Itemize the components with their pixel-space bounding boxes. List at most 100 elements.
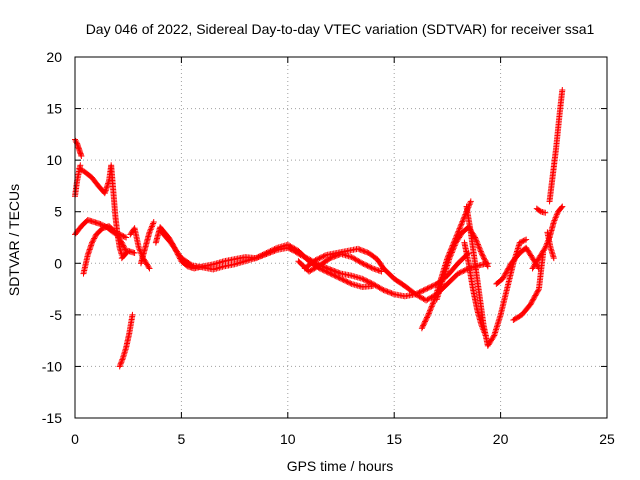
- data-point: [523, 236, 530, 243]
- data-point: [472, 234, 479, 241]
- data-point: [521, 237, 528, 244]
- data-point: [467, 199, 474, 206]
- data-point: [419, 323, 426, 330]
- data-point: [427, 306, 434, 313]
- data-point: [457, 222, 464, 229]
- data-point: [381, 287, 388, 294]
- data-point: [380, 287, 387, 294]
- data-point: [423, 315, 430, 322]
- data-point: [360, 247, 367, 254]
- data-point: [343, 278, 350, 285]
- data-point: [97, 221, 104, 228]
- data-point: [145, 264, 152, 271]
- data-point: [447, 253, 454, 260]
- data-point: [363, 277, 370, 284]
- data-point: [530, 295, 537, 302]
- data-point: [529, 297, 536, 304]
- data-point: [357, 246, 364, 253]
- data-point: [270, 246, 277, 253]
- grid: [75, 57, 607, 418]
- data-point: [429, 302, 436, 309]
- data-point: [119, 356, 126, 363]
- data-point: [446, 255, 453, 262]
- data-point: [424, 285, 431, 292]
- data-point: [324, 269, 331, 276]
- data-point: [357, 259, 364, 266]
- data-point: [518, 239, 525, 246]
- data-point: [550, 219, 557, 226]
- data-point: [528, 300, 535, 307]
- x-tick-label: 20: [493, 431, 509, 447]
- data-point: [482, 332, 489, 339]
- data-point: [334, 252, 341, 259]
- data-point: [450, 246, 457, 253]
- data-point: [326, 255, 333, 262]
- data-point: [331, 253, 338, 260]
- data-point: [367, 264, 374, 271]
- data-point: [476, 245, 483, 252]
- data-point: [312, 257, 319, 264]
- data-point: [378, 268, 385, 275]
- data-point: [256, 253, 263, 260]
- data-point: [558, 204, 565, 211]
- data-point: [428, 283, 435, 290]
- data-point: [359, 260, 366, 267]
- data-point: [340, 277, 347, 284]
- data-point: [506, 264, 513, 271]
- data-point: [475, 242, 482, 249]
- data-point: [467, 198, 474, 205]
- data-point: [477, 247, 484, 254]
- data-point: [534, 288, 541, 295]
- data-point: [268, 247, 275, 254]
- data-point: [479, 251, 486, 258]
- data-point: [499, 275, 506, 282]
- data-point: [148, 224, 155, 231]
- data-point: [264, 249, 271, 256]
- data-point: [120, 243, 127, 250]
- data-point: [334, 273, 341, 280]
- data-point: [449, 248, 456, 255]
- data-point: [530, 296, 537, 303]
- data-point: [502, 270, 509, 277]
- data-point: [519, 238, 526, 245]
- data-point: [372, 266, 379, 273]
- data-point: [431, 297, 438, 304]
- data-point: [359, 247, 366, 254]
- data-point: [118, 239, 125, 246]
- data-point: [272, 245, 279, 252]
- data-point: [364, 278, 371, 285]
- data-point: [259, 251, 266, 258]
- data-point: [344, 278, 351, 285]
- data-point: [136, 246, 143, 253]
- data-point: [360, 260, 367, 267]
- data-point: [135, 244, 142, 251]
- data-point: [455, 270, 462, 277]
- data-point: [458, 219, 465, 226]
- data-point: [456, 269, 463, 276]
- data-point: [146, 265, 153, 272]
- data-point: [427, 284, 434, 291]
- data-point: [89, 239, 96, 246]
- data-point: [323, 268, 330, 275]
- data-point: [459, 268, 466, 275]
- data-point: [379, 286, 386, 293]
- data-point: [331, 272, 338, 279]
- data-point: [418, 325, 425, 332]
- data-point: [504, 266, 511, 273]
- data-point: [335, 274, 342, 281]
- data-point: [336, 270, 343, 277]
- data-point: [490, 333, 497, 340]
- data-point: [481, 329, 488, 336]
- data-point: [319, 253, 326, 260]
- data-point: [187, 261, 194, 268]
- data-point: [266, 248, 273, 255]
- data-point: [361, 261, 368, 268]
- data-point: [457, 224, 464, 231]
- data-point: [481, 255, 488, 262]
- data-point: [252, 255, 259, 262]
- data-point: [478, 322, 485, 329]
- data-point: [375, 267, 382, 274]
- data-point: [327, 255, 334, 262]
- data-point: [448, 249, 455, 256]
